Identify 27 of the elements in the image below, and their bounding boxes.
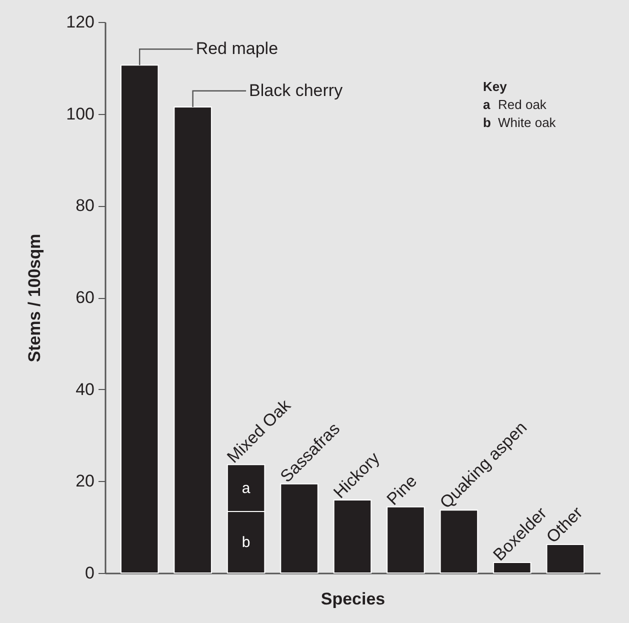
annotation: Red maple [196, 39, 278, 58]
bar [493, 562, 532, 574]
bar [386, 506, 425, 574]
y-tick-label: 80 [76, 196, 94, 216]
annotation: Black cherry [249, 80, 344, 100]
y-tick-label: 20 [76, 472, 94, 491]
bar [333, 499, 372, 574]
text: a [483, 97, 490, 112]
y-tick-label: 60 [76, 288, 94, 307]
y-tick-label: 40 [76, 380, 94, 399]
y-tick-label: 100 [66, 104, 94, 124]
text: b [483, 115, 491, 130]
text: Red oak [498, 97, 547, 112]
y-tick-label: 0 [85, 564, 94, 582]
data-label: b [242, 534, 250, 552]
x-axis-title: Species [320, 590, 386, 608]
legend-title: Key [483, 79, 508, 94]
bar [174, 106, 212, 574]
bar [546, 544, 585, 574]
bar [120, 64, 159, 574]
bar [280, 483, 318, 574]
data-label: a [242, 480, 251, 498]
text: White oak [498, 115, 556, 130]
y-tick-label: 120 [66, 12, 94, 32]
bar [440, 510, 478, 574]
y-axis-title: Stems / 100sqm [25, 234, 44, 362]
annotation: Pine [383, 472, 421, 509]
